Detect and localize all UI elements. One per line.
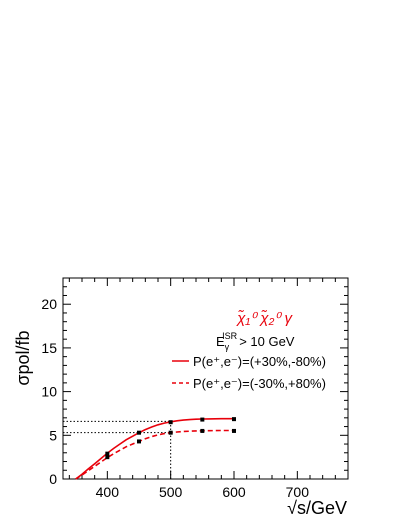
- data-point-solid: [137, 430, 141, 435]
- data-point-dashed: [168, 430, 173, 435]
- cut-sub: γ: [225, 342, 230, 352]
- legend-label-dashed: P(e⁺,e⁻)=(-30%,+80%): [193, 376, 326, 391]
- y-tick-label: 10: [41, 384, 57, 400]
- data-point-solid: [168, 420, 173, 425]
- series-curve-dashed: [75, 429, 234, 480]
- series-points: [105, 417, 236, 460]
- legend: P(e⁺,e⁻)=(+30%,-80%) P(e⁺,e⁻)=(-30%,+80%…: [172, 354, 326, 391]
- x-tick-label: 500: [159, 484, 183, 500]
- data-point-solid: [232, 417, 236, 422]
- legend-label-solid: P(e⁺,e⁻)=(+30%,-80%): [193, 354, 326, 369]
- data-point-dashed: [232, 428, 236, 433]
- y-tick-label: 5: [49, 427, 57, 443]
- axis-ticks: 0 5 10 15 20 400 500 600 700: [41, 277, 349, 500]
- cut-sup: ISR: [222, 331, 238, 341]
- cut-label: EγISR > 10 GeV: [216, 331, 295, 352]
- data-point-dashed: [105, 455, 110, 460]
- y-axis-title: σpol/fb: [13, 330, 33, 385]
- cut-base: E: [216, 334, 225, 349]
- x-tick-label: 400: [96, 484, 120, 500]
- data-point-dashed: [137, 439, 141, 444]
- series-curves: [75, 417, 234, 480]
- cut-rest: > 10 GeV: [239, 334, 295, 349]
- data-point-solid: [105, 451, 110, 456]
- x-tick-label: 600: [222, 484, 246, 500]
- plot-frame: [62, 277, 349, 480]
- series-curve-solid: [75, 417, 234, 480]
- process-label: χ̃₁⁰ χ̃₂⁰ γ: [235, 310, 293, 327]
- reference-lines: [63, 420, 172, 479]
- x-tick-label: 700: [286, 484, 310, 500]
- data-point-solid: [200, 417, 205, 422]
- data-point-dashed: [200, 428, 205, 433]
- x-axis-title: √s/GeV: [287, 498, 347, 518]
- y-tick-label: 20: [41, 296, 57, 312]
- y-tick-label: 0: [49, 471, 57, 487]
- y-tick-label: 15: [41, 340, 57, 356]
